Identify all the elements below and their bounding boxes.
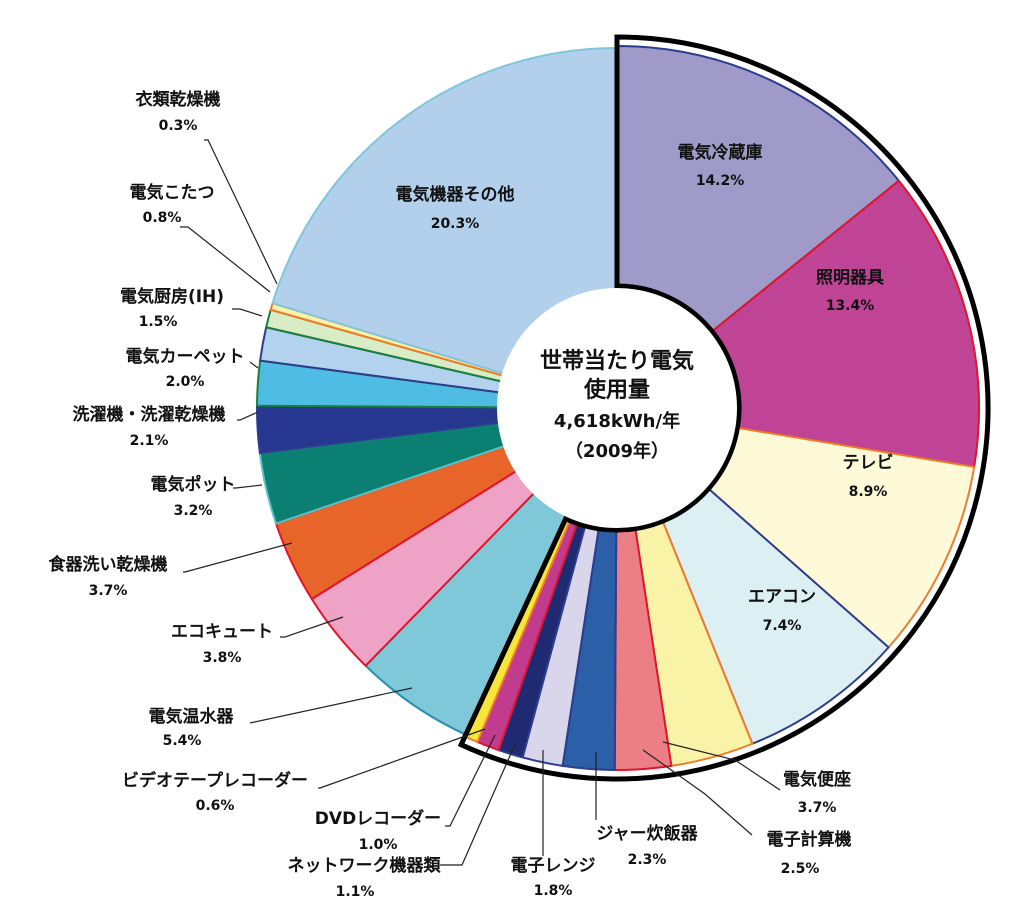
leader-line <box>249 687 413 724</box>
slice-label-name: 電気冷蔵庫 <box>678 142 763 163</box>
leader-lines <box>180 139 781 866</box>
slice-label-name: 電気ポット <box>151 474 236 495</box>
slice-label-name: エコキュート <box>171 622 273 642</box>
leader-line <box>232 308 263 317</box>
slice-label-name: ネットワーク機器類 <box>288 855 442 876</box>
slice-label-value: 20.3% <box>431 216 480 232</box>
slice-label-name: ビデオテープレコーダー <box>122 770 308 791</box>
slice-label-value: 13.4% <box>826 298 875 314</box>
slice-label-value: 3.7% <box>89 583 128 599</box>
slice-label-name: 電気温水器 <box>149 706 235 727</box>
slice-label-value: 0.6% <box>196 798 235 814</box>
center-label-line2: 使用量 <box>583 378 650 403</box>
slice-label-name: 電子計算機 <box>767 829 852 850</box>
slice-label-value: 3.7% <box>798 800 837 816</box>
leader-line <box>445 734 496 827</box>
slice-label-name: 洗濯機・洗濯乾燥機 <box>73 404 226 425</box>
slice-label-value: 0.8% <box>143 210 182 226</box>
slice-label-value: 1.5% <box>139 314 178 330</box>
leader-line <box>662 741 781 791</box>
leader-line <box>183 542 293 573</box>
center-label-line4: （2009年） <box>565 440 669 462</box>
slice-label-value: 7.4% <box>763 618 802 634</box>
slice-label-value: 5.4% <box>163 733 202 749</box>
center-hole <box>497 288 737 528</box>
slice-label-value: 2.0% <box>166 374 205 390</box>
slice-label-value: 0.3% <box>159 118 198 134</box>
center-label-line3: 4,618kWh/年 <box>554 410 680 432</box>
slice-label-name: DVDレコーダー <box>315 808 441 829</box>
slice-label-value: 8.9% <box>849 484 888 500</box>
slice-label-name: テレビ <box>843 453 894 473</box>
pie-slice <box>271 47 618 409</box>
highlight-outline <box>457 34 991 782</box>
slice-label-value: 1.8% <box>534 883 573 899</box>
slice-label-value: 1.1% <box>336 884 375 900</box>
slice-label-name: 電気機器その他 <box>396 184 515 205</box>
slice-label-name: エアコン <box>748 587 816 607</box>
slice-label-name: 電気こたつ <box>130 182 215 203</box>
slice-label-name: 電子レンジ <box>511 856 596 876</box>
slice-label-name: 電気便座 <box>783 769 851 790</box>
slice-label-value: 2.1% <box>130 433 169 449</box>
slice-label-value: 14.2% <box>696 173 745 189</box>
leader-line <box>318 728 486 789</box>
slice-label-name: 電気厨房(IH) <box>120 286 224 307</box>
slice-label-value: 3.2% <box>174 503 213 519</box>
slice-label-value: 3.8% <box>203 650 242 666</box>
leader-line <box>204 139 278 285</box>
slice-labels: 電気冷蔵庫 14.2% 照明器具 13.4% テレビ 8.9% エアコン 7.4% 電気便座 3.… <box>49 89 894 900</box>
slice-label-name: ジャー炊飯器 <box>596 823 698 844</box>
slice-label-name: 電気カーペット <box>126 346 245 367</box>
slice-label-name: 照明器具 <box>816 268 884 288</box>
leader-line <box>280 616 344 638</box>
slice-label-name: 衣類乾燥機 <box>136 89 221 110</box>
slice-label-value: 2.5% <box>781 861 820 877</box>
leader-line <box>180 226 271 293</box>
leader-line <box>237 411 259 421</box>
leader-line <box>233 484 263 489</box>
leader-line <box>440 741 517 866</box>
slice-label-value: 1.0% <box>359 837 398 853</box>
slice-label-value: 2.3% <box>628 852 667 868</box>
slice-label-name: 食器洗い乾燥機 <box>49 554 168 575</box>
leader-line <box>249 361 259 369</box>
center-label-line1: 世帯当たり電気 <box>540 348 694 374</box>
leader-line <box>642 749 753 836</box>
